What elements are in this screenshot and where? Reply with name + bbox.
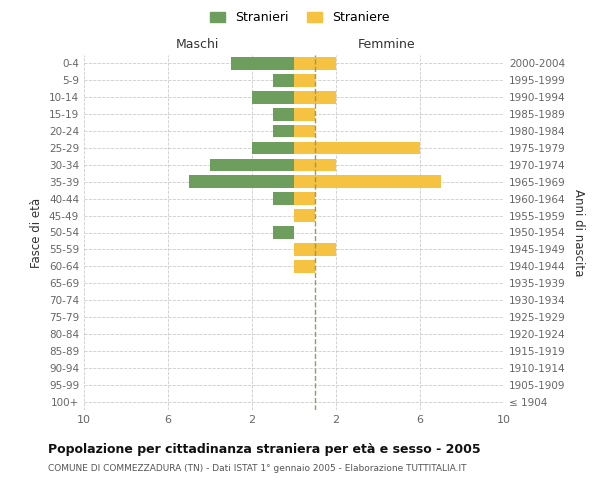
Bar [210,158,294,171]
Bar [273,124,294,138]
Bar [231,57,294,70]
Bar [294,158,336,171]
Bar [273,74,294,86]
Bar [294,260,315,272]
Bar [294,192,315,205]
Text: Maschi: Maschi [176,38,219,52]
Bar [273,226,294,239]
Bar [294,142,420,154]
Bar [189,176,294,188]
Bar [252,91,294,104]
Y-axis label: Anni di nascita: Anni di nascita [572,189,585,276]
Y-axis label: Fasce di età: Fasce di età [31,198,43,268]
Bar [294,124,315,138]
Bar [252,142,294,154]
Text: Femmine: Femmine [358,38,415,52]
Bar [294,243,336,256]
Text: Popolazione per cittadinanza straniera per età e sesso - 2005: Popolazione per cittadinanza straniera p… [48,442,481,456]
Text: COMUNE DI COMMEZZADURA (TN) - Dati ISTAT 1° gennaio 2005 - Elaborazione TUTTITAL: COMUNE DI COMMEZZADURA (TN) - Dati ISTAT… [48,464,467,473]
Bar [294,57,336,70]
Bar [294,108,315,120]
Bar [294,91,336,104]
Bar [294,176,441,188]
Bar [294,210,315,222]
Bar [294,74,315,86]
Legend: Stranieri, Straniere: Stranieri, Straniere [205,6,395,29]
Bar [273,108,294,120]
Bar [273,192,294,205]
